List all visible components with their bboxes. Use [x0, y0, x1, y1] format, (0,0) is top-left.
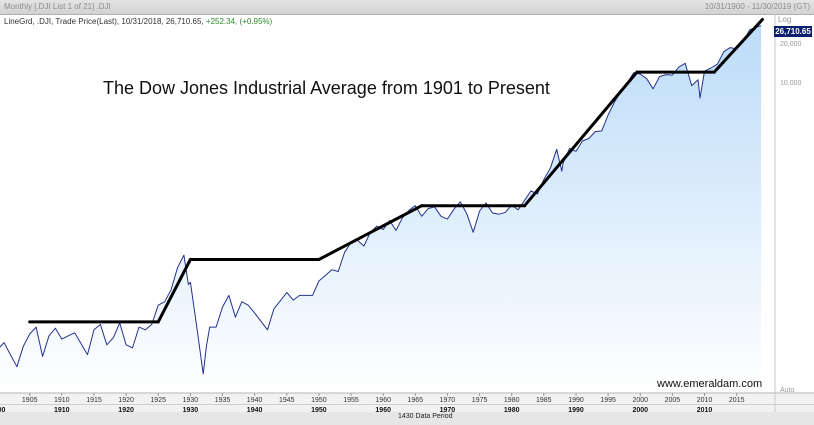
x-tick-label: 1980 [504, 397, 520, 404]
x-tick-label: 1915 [86, 397, 102, 404]
chart-title: The Dow Jones Industrial Average from 19… [103, 78, 550, 98]
x-decade-label: 2010 [697, 407, 713, 414]
x-tick-label: 2005 [665, 397, 681, 404]
data-period-label: 1430 Data Period [398, 413, 453, 420]
last-price-label: 26,710.65 [774, 26, 812, 37]
price-change: +252.34, (+0.95%) [205, 17, 273, 26]
x-decade-label: 1900 [0, 407, 5, 414]
x-tick-label: 1910 [54, 397, 70, 404]
instrument-info-text: LineGrd, .DJI, Trade Price(Last), 10/31/… [4, 17, 204, 26]
x-tick-label: 1985 [536, 397, 552, 404]
x-decade-label: 1920 [118, 407, 134, 414]
x-decade-label: 1930 [183, 407, 199, 414]
x-decade-label: 1980 [504, 407, 520, 414]
y-tick-label: 20,000 [780, 41, 802, 48]
window-title: Monthly [.DJI List 1 of 21] .DJI [4, 2, 111, 11]
x-tick-label: 1965 [408, 397, 424, 404]
x-tick-label: 1905 [22, 397, 38, 404]
x-tick-label: 1935 [215, 397, 231, 404]
x-tick-label: 1995 [600, 397, 616, 404]
price-area-fill [0, 25, 762, 392]
y-tick-label: 10,000 [780, 80, 802, 87]
trend-line [317, 204, 424, 261]
x-tick-label: 1950 [311, 397, 327, 404]
x-decade-label: 1950 [311, 407, 327, 414]
x-decade-label: 2000 [633, 407, 649, 414]
x-decade-label: 1990 [568, 407, 584, 414]
scroll-bar [0, 412, 814, 425]
x-tick-label: 1990 [568, 397, 584, 404]
date-range: 10/31/1900 - 11/30/2019 (GT) [704, 2, 810, 11]
watermark-url: www.emeraldam.com [657, 378, 763, 390]
x-decade-label: 1970 [440, 407, 456, 414]
trend-line [523, 70, 639, 208]
x-tick-label: 1960 [375, 397, 391, 404]
trend-line [712, 18, 764, 74]
auto-scale-label[interactable]: Auto [780, 387, 795, 394]
x-tick-label: 1920 [118, 397, 134, 404]
x-tick-label: 1925 [150, 397, 166, 404]
x-tick-label: 1955 [343, 397, 359, 404]
x-tick-label: 2015 [729, 397, 745, 404]
x-tick-label: 1975 [472, 397, 488, 404]
x-tick-label: 2010 [697, 397, 713, 404]
x-tick-label: 1945 [279, 397, 295, 404]
x-tick-label: 1970 [440, 397, 456, 404]
scale-mode-label[interactable]: Log [778, 15, 792, 24]
window-titlebar: Monthly [.DJI List 1 of 21] .DJI 10/31/1… [0, 0, 814, 15]
x-tick-label: 1930 [183, 397, 199, 404]
x-decade-label: 1940 [247, 407, 263, 414]
x-decade-label: 1910 [54, 407, 70, 414]
trend-line [156, 258, 192, 324]
x-tick-label: 2000 [633, 397, 649, 404]
instrument-info: LineGrd, .DJI, Trade Price(Last), 10/31/… [4, 17, 272, 26]
x-decade-label: 1960 [375, 407, 391, 414]
x-tick-label: 1940 [247, 397, 263, 404]
price-line [0, 25, 762, 375]
